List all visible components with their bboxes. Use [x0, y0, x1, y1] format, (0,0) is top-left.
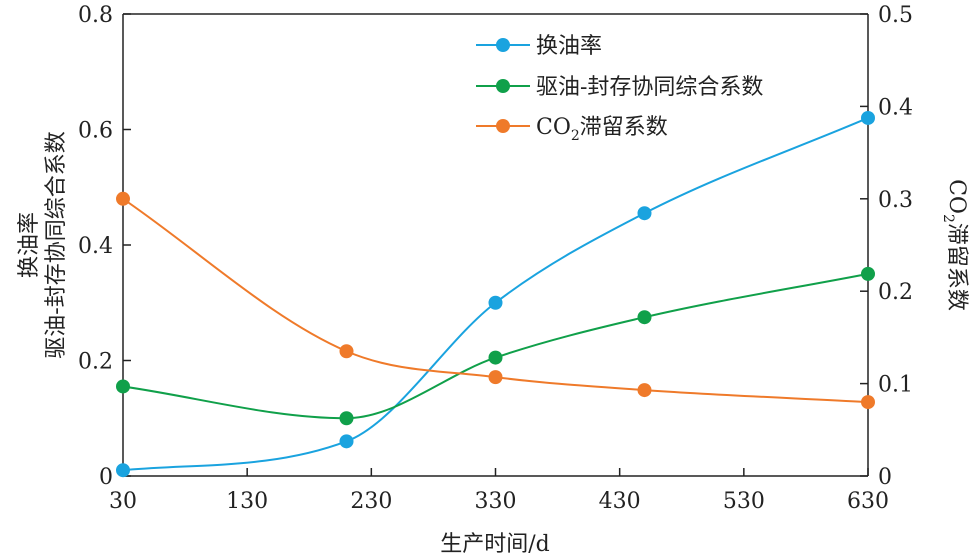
data-point-co2-retention: [116, 191, 130, 206]
legend-item-synergy-coefficient: 驱油-封存协同综合系数: [476, 75, 763, 100]
x-axis-ticks: 30 130 230 330 430 530 630: [109, 468, 889, 514]
x-tick-label: 130: [226, 489, 268, 514]
y-axis-left-ticks: 0 0.2 0.4 0.6 0.8: [78, 3, 131, 490]
y-right-tick-label: 0: [878, 465, 892, 490]
legend-label-oil-exchange-rate: 换油率: [536, 34, 602, 59]
y-axis-right-title: CO2滞留系数: [940, 179, 969, 311]
data-point-oil-exchange-rate: [116, 463, 130, 478]
legend-marker-oil-exchange-rate: [496, 38, 510, 52]
data-point-co2-retention: [861, 395, 875, 410]
y-left-tick-label: 0.2: [78, 350, 113, 375]
data-point-synergy-coefficient: [861, 266, 875, 281]
data-point-co2-retention: [339, 344, 354, 359]
series-layer: [116, 110, 875, 478]
y-right-tick-label: 0.2: [878, 280, 913, 305]
data-point-synergy-coefficient: [116, 379, 130, 394]
x-tick-label: 30: [109, 489, 137, 514]
data-point-synergy-coefficient: [488, 350, 503, 365]
data-point-oil-exchange-rate: [637, 206, 652, 221]
y-axis-right-title-text: CO2滞留系数: [940, 179, 969, 311]
legend-marker-synergy-coefficient: [496, 79, 510, 93]
data-point-synergy-coefficient: [637, 310, 652, 325]
legend-label-synergy-coefficient: 驱油-封存协同综合系数: [536, 75, 763, 100]
y-axis-left-title-line1: 换油率: [17, 212, 42, 278]
y-right-tick-label: 0.1: [878, 373, 913, 398]
y-axis-right-ticks: 0 0.1 0.2 0.3 0.4 0.5: [860, 3, 913, 490]
y-right-tick-label: 0.4: [878, 95, 913, 120]
x-tick-label: 330: [475, 489, 517, 514]
x-tick-label: 530: [723, 489, 765, 514]
legend-item-oil-exchange-rate: 换油率: [476, 34, 602, 59]
legend-marker-co2-retention: [496, 119, 510, 133]
data-point-oil-exchange-rate: [488, 295, 503, 310]
legend: 换油率 驱油-封存协同综合系数 CO2滞留系数: [476, 34, 763, 144]
y-axis-left-title: 换油率 驱油-封存协同综合系数: [17, 131, 69, 358]
data-point-oil-exchange-rate: [339, 434, 354, 449]
data-point-synergy-coefficient: [339, 411, 354, 426]
data-point-co2-retention: [488, 370, 503, 385]
legend-label-co2-retention: CO2滞留系数: [536, 115, 668, 144]
y-right-tick-label: 0.5: [878, 3, 913, 28]
x-tick-label: 630: [847, 489, 889, 514]
y-right-tick-label: 0.3: [878, 188, 913, 213]
x-tick-label: 430: [599, 489, 641, 514]
y-left-tick-label: 0.8: [78, 3, 113, 28]
y-axis-left-title-line2: 驱油-封存协同综合系数: [44, 131, 69, 358]
data-point-co2-retention: [637, 383, 652, 398]
y-left-tick-label: 0.4: [78, 234, 113, 259]
y-left-tick-label: 0: [99, 465, 113, 490]
x-tick-label: 230: [350, 489, 392, 514]
data-point-oil-exchange-rate: [861, 110, 875, 125]
x-axis-title: 生产时间/d: [440, 532, 550, 557]
y-left-tick-label: 0.6: [78, 119, 113, 144]
legend-item-co2-retention: CO2滞留系数: [476, 115, 668, 144]
